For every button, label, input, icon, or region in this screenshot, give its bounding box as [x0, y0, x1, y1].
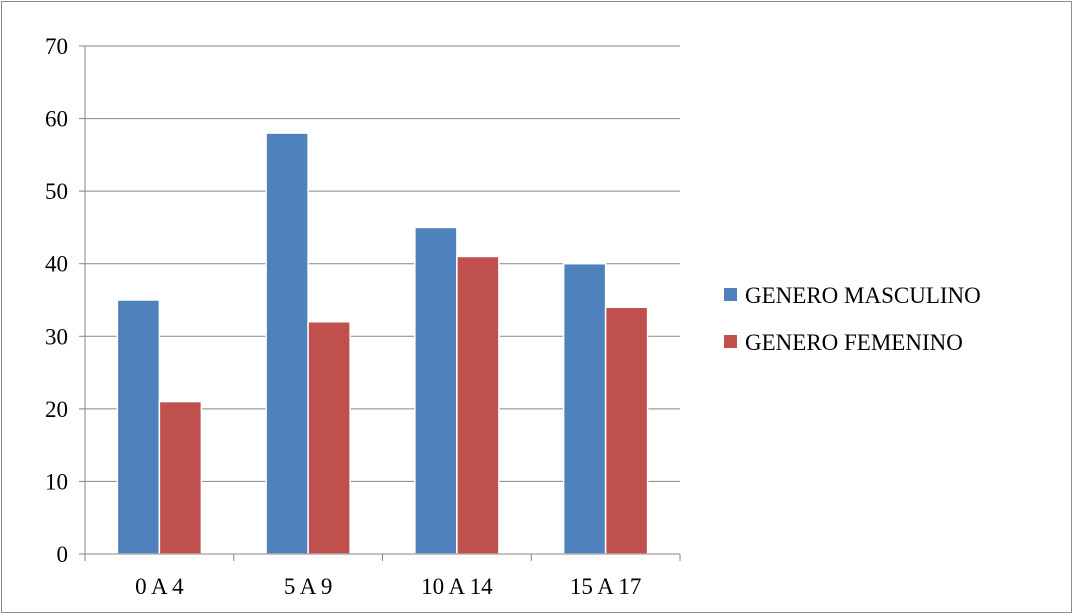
legend-swatch-masculino: [724, 288, 737, 301]
x-tick-label: 5 A 9: [284, 574, 333, 599]
y-tick-label: 20: [45, 397, 68, 422]
legend: GENERO MASCULINO GENERO FEMENINO: [724, 283, 981, 355]
y-tick-label: 40: [45, 252, 68, 277]
bar-masculino-2: [414, 226, 458, 555]
y-tick-label: 30: [45, 324, 68, 349]
bar-masculino-1: [265, 132, 309, 555]
y-tick-labels: 0 10 20 30 40 50 60 70: [45, 34, 68, 567]
bar-masculino-0: [116, 299, 161, 555]
bar-masculino-3: [562, 262, 607, 555]
bars: [116, 132, 649, 555]
bar-femenino-2: [456, 255, 500, 555]
x-tick-labels: 0 A 4 5 A 9 10 A 14 15 A 17: [135, 574, 641, 599]
x-tick-label: 15 A 17: [570, 574, 642, 599]
axes: [79, 45, 681, 561]
y-tick-label: 60: [45, 107, 68, 132]
y-tick-label: 10: [45, 469, 68, 494]
legend-label-femenino: GENERO FEMENINO: [745, 330, 963, 355]
y-tick-label: 50: [45, 179, 68, 204]
legend-swatch-femenino: [724, 335, 737, 348]
legend-label-masculino: GENERO MASCULINO: [745, 283, 981, 308]
bar-femenino-0: [158, 400, 203, 555]
bar-femenino-3: [604, 306, 649, 555]
bar-femenino-1: [307, 321, 351, 555]
x-tick-label: 10 A 14: [421, 574, 493, 599]
x-tick-label: 0 A 4: [135, 574, 184, 599]
y-tick-label: 70: [45, 34, 68, 59]
y-tick-label: 0: [57, 542, 69, 567]
